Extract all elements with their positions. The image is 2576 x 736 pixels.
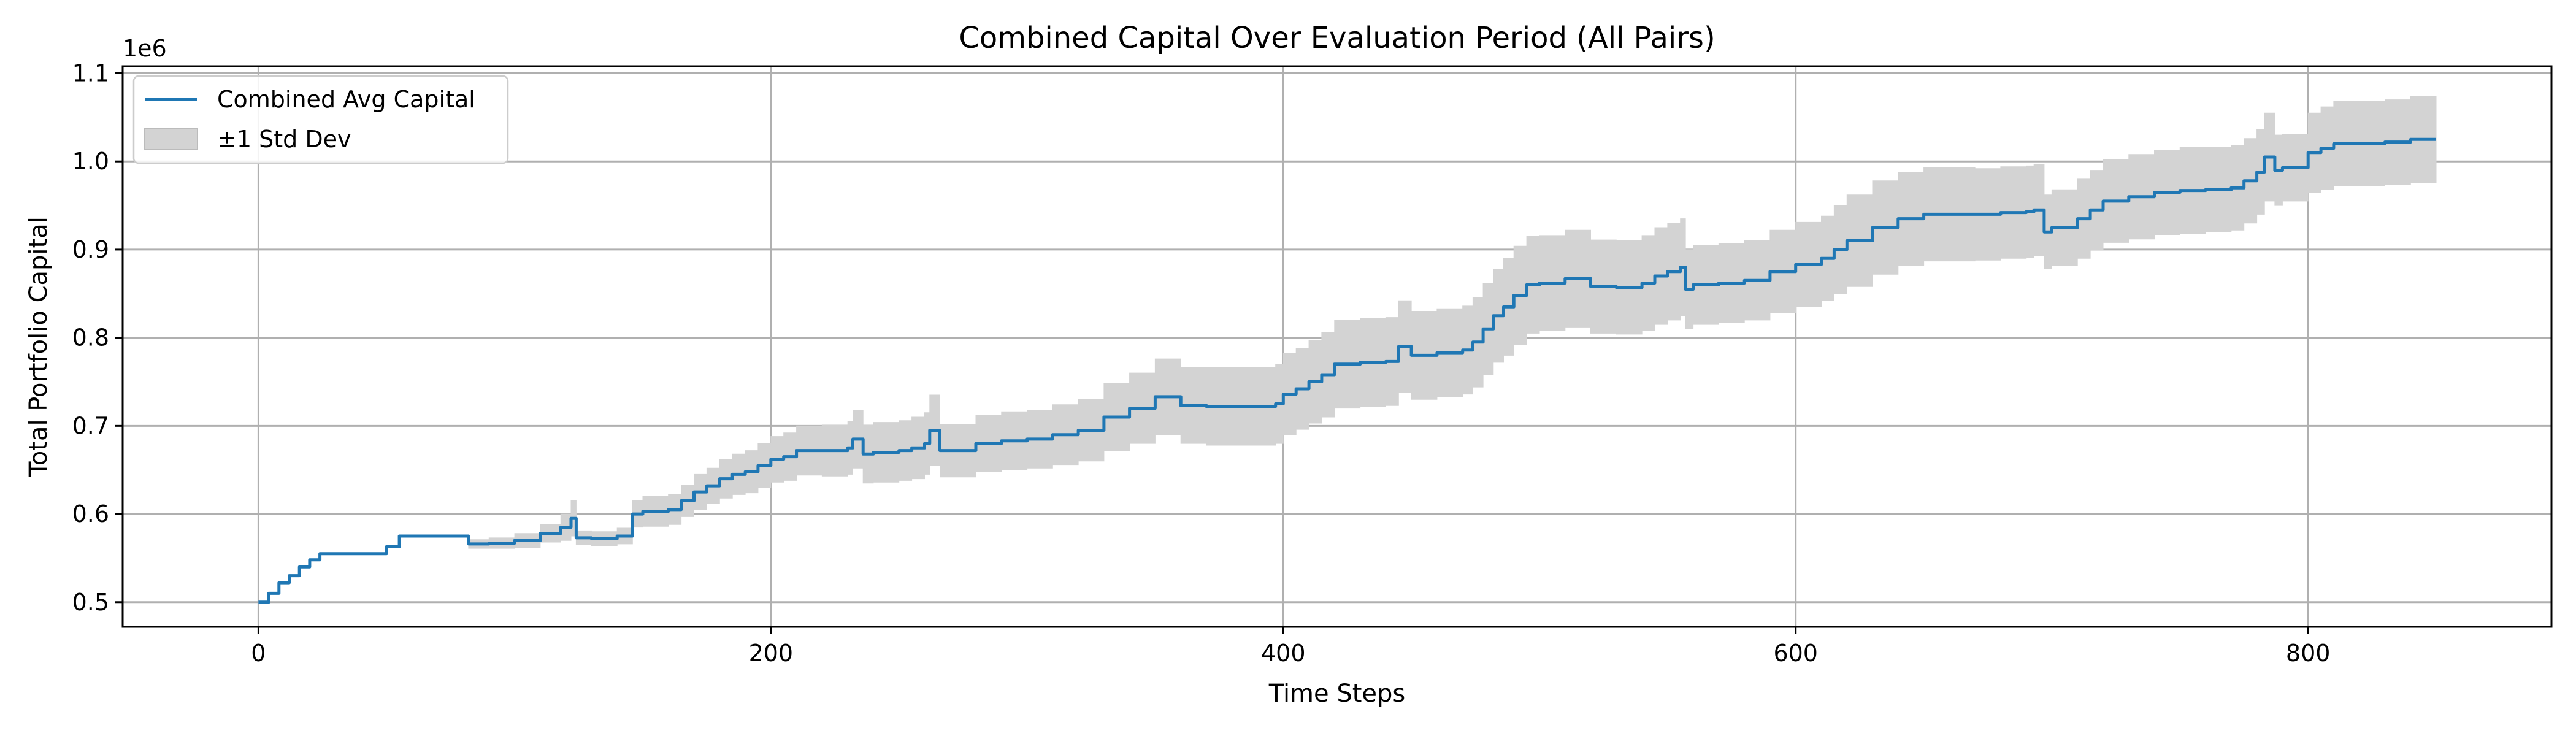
x-tick-label: 800 [2286,640,2331,667]
std-dev-band-layer [258,96,2437,603]
x-tick-label: 200 [749,640,794,667]
y-axis-label: Total Portfolio Capital [25,217,53,477]
x-tick-label: 600 [1773,640,1818,667]
y-tick-label: 0.8 [72,324,109,351]
y-tick-label: 0.7 [72,412,109,439]
legend-label-avg-capital: Combined Avg Capital [217,86,475,113]
y-tick-label: 1.0 [72,148,109,175]
y-tick-label: 1.1 [72,59,109,86]
x-axis-label: Time Steps [1268,680,1406,708]
legend-band-swatch [144,128,198,150]
std-dev-band [258,96,2437,603]
y-offset-label: 1e6 [123,35,167,62]
y-ticks: 0.5 0.6 0.7 0.8 0.9 1.0 1.1 [72,59,123,616]
y-tick-label: 0.6 [72,500,109,527]
avg-capital-line [258,137,2436,604]
x-tick-label: 0 [251,640,266,667]
x-tick-label: 400 [1261,640,1306,667]
x-ticks: 0 200 400 600 800 [251,627,2330,667]
chart-title: Combined Capital Over Evaluation Period … [959,21,1715,55]
legend: Combined Avg Capital ±1 Std Dev [132,75,509,164]
avg-capital-line-layer [258,137,2436,604]
y-tick-label: 0.5 [72,589,109,616]
legend-label-std-dev: ±1 Std Dev [217,126,351,153]
y-tick-label: 0.9 [72,236,109,263]
plot-frame [121,65,2553,628]
legend-box [132,75,509,164]
